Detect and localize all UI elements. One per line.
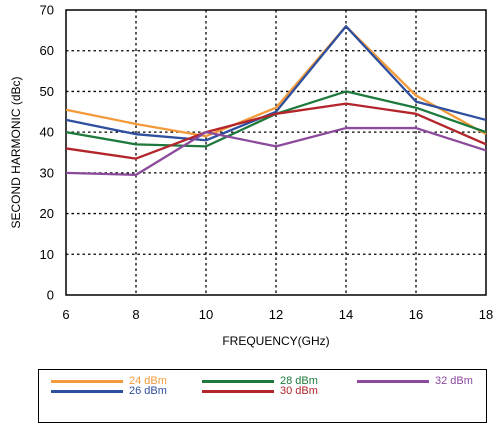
series-line-24-dbm xyxy=(65,25,487,138)
y-tick-label: 30 xyxy=(40,165,54,180)
legend-item-28dbm: 28 dBm xyxy=(202,376,318,387)
legend-item-32dbm: 32 dBm xyxy=(357,376,473,387)
x-tick-label: 12 xyxy=(269,307,283,322)
axis-ticks: 6 8 10 12 14 16 18 0 10 20 30 40 50 60 70 xyxy=(40,3,494,323)
x-axis-label: FREQUENCY(GHz) xyxy=(222,334,329,348)
legend-label: 32 dBm xyxy=(435,375,473,387)
x-tick-label: 10 xyxy=(199,307,213,322)
series-line-30-dbm xyxy=(65,102,487,160)
series-lines xyxy=(65,25,487,177)
y-tick-label: 0 xyxy=(47,288,54,303)
legend-swatch xyxy=(51,390,123,393)
legend-item-26dbm: 26 dBm xyxy=(51,386,167,397)
series-line-26-dbm xyxy=(65,25,487,142)
y-tick-label: 70 xyxy=(40,3,54,18)
series-line-32-dbm xyxy=(65,126,487,177)
legend-label: 28 dBm xyxy=(280,375,318,387)
x-tick-label: 8 xyxy=(132,307,139,322)
legend-label: 26 dBm xyxy=(129,385,167,397)
y-tick-label: 60 xyxy=(40,43,54,58)
x-tick-label: 18 xyxy=(479,307,493,322)
y-tick-label: 50 xyxy=(40,84,54,99)
x-tick-label: 14 xyxy=(339,307,353,322)
legend-item-24dbm: 24 dBm xyxy=(51,376,167,387)
legend-item-30dbm: 30 dBm xyxy=(202,386,318,397)
y-tick-label: 20 xyxy=(40,206,54,221)
y-axis-label: SECOND HARMONIC (dBc) xyxy=(9,76,23,228)
legend-label: 30 dBm xyxy=(280,385,318,397)
line-chart: 6 8 10 12 14 16 18 0 10 20 30 40 50 60 70 FREQUENCY(GH… xyxy=(9,3,494,349)
legend-swatch xyxy=(202,390,274,393)
y-tick-label: 10 xyxy=(40,247,54,262)
x-tick-label: 16 xyxy=(409,307,423,322)
legend-swatch xyxy=(357,380,429,383)
legend-swatch xyxy=(202,380,274,383)
x-tick-label: 6 xyxy=(62,307,69,322)
legend: 24 dBm 26 dBm 28 dBm 30 dBm 32 dBm xyxy=(38,369,487,423)
legend-label: 24 dBm xyxy=(129,375,167,387)
gridlines xyxy=(66,10,486,295)
legend-swatch xyxy=(51,380,123,383)
plot-frame xyxy=(65,9,487,296)
y-tick-label: 40 xyxy=(40,125,54,140)
